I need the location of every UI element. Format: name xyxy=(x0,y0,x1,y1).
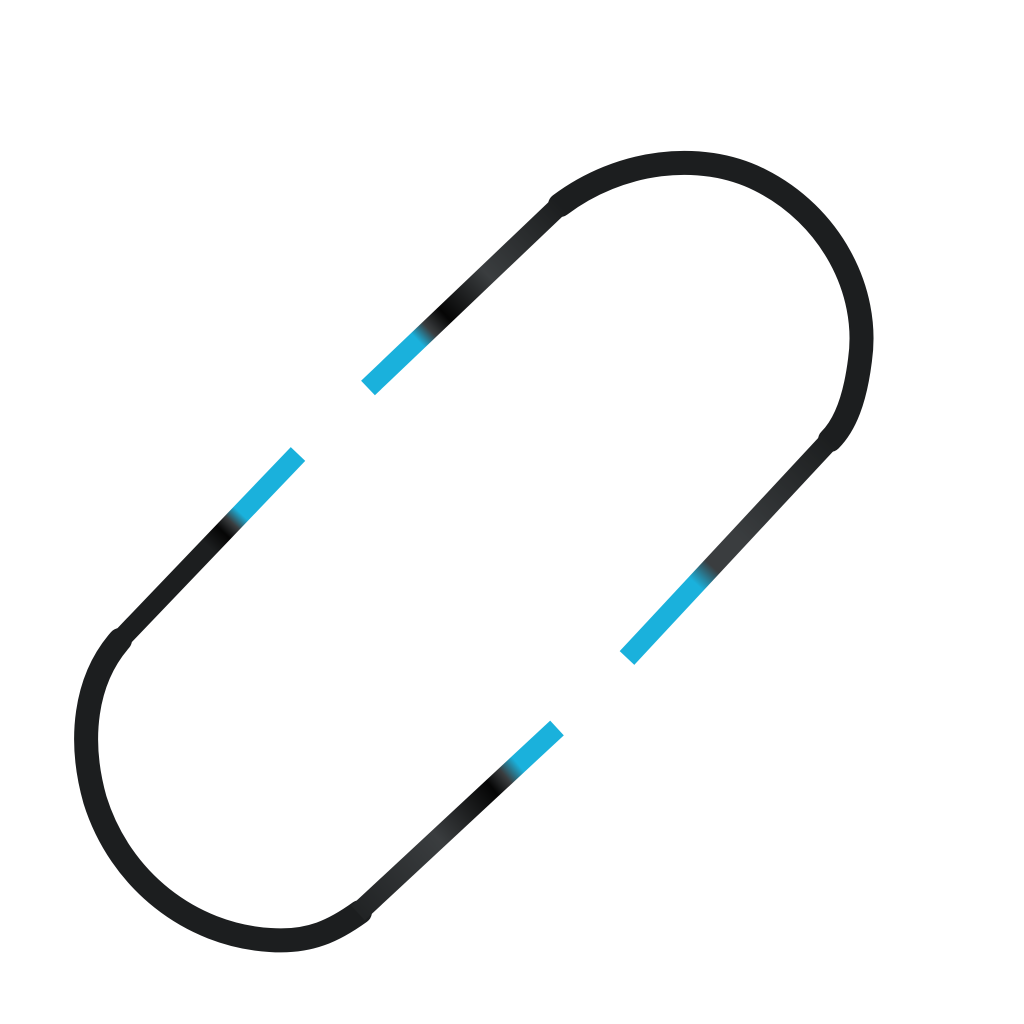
upper-link-arc xyxy=(548,150,874,452)
upper-link-tail-left xyxy=(361,197,567,396)
upper-link-loop xyxy=(361,150,874,665)
lower-link-tail-top xyxy=(112,447,306,647)
lower-link-tail-bottom xyxy=(351,720,564,921)
upper-link-tail-right xyxy=(619,433,838,665)
lower-link-arc xyxy=(74,628,372,953)
lower-link-loop xyxy=(74,447,564,953)
